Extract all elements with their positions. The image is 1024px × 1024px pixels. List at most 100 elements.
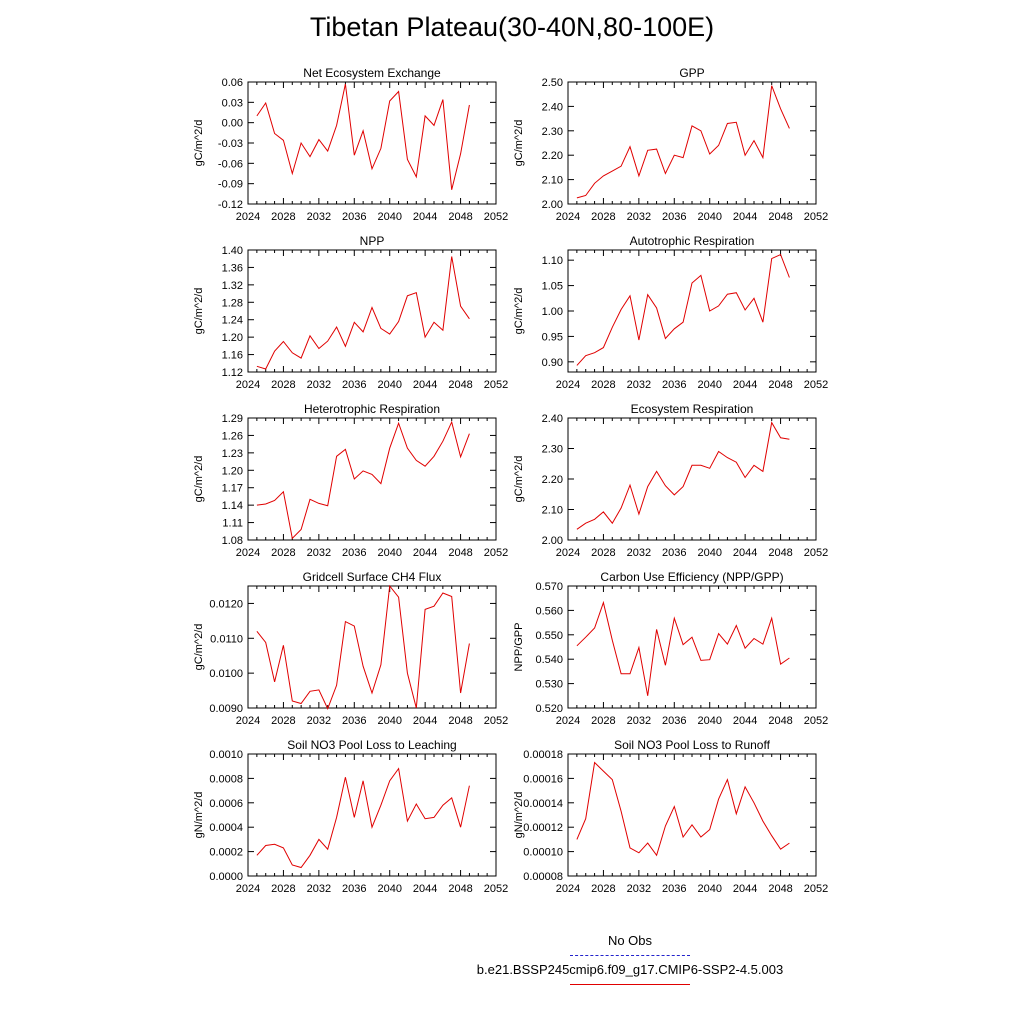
plot-frame — [247, 585, 497, 709]
x-tick-label: 2052 — [484, 547, 508, 559]
x-tick-label: 2032 — [627, 715, 651, 727]
x-tick-label: 2044 — [413, 883, 437, 895]
x-tick-label: 2036 — [342, 547, 366, 559]
chart-title: Net Ecosystem Exchange — [303, 66, 441, 80]
x-tick-label: 2040 — [697, 547, 721, 559]
y-tick-label: 2.10 — [542, 505, 563, 517]
x-tick-label: 2024 — [556, 883, 580, 895]
x-tick-label: 2052 — [804, 883, 828, 895]
x-tick-label: 2028 — [591, 883, 615, 895]
y-tick-label: -0.06 — [218, 158, 243, 170]
y-tick-label: 0.00018 — [523, 749, 563, 761]
y-tick-label: 1.11 — [222, 518, 243, 530]
y-tick-label: 2.30 — [542, 444, 563, 456]
y-tick-label: 0.520 — [535, 703, 563, 715]
x-tick-label: 2048 — [448, 547, 472, 559]
chart-panel: Heterotrophic Respiration 2024 2028 2032 203… — [193, 402, 508, 559]
x-tick-label: 2028 — [271, 547, 295, 559]
y-tick-label: 2.50 — [542, 77, 563, 89]
x-tick-label: 2024 — [556, 379, 580, 391]
y-tick-label: 2.20 — [542, 474, 563, 486]
y-tick-label: 1.10 — [542, 255, 563, 267]
x-tick-label: 2052 — [804, 211, 828, 223]
x-tick-label: 2044 — [733, 547, 757, 559]
y-tick-label: -0.03 — [218, 138, 243, 150]
chart-title: Soil NO3 Pool Loss to Leaching — [287, 738, 456, 752]
x-tick-label: 2032 — [307, 211, 331, 223]
x-tick-label: 2044 — [733, 883, 757, 895]
x-tick-label: 2024 — [556, 211, 580, 223]
x-tick-label: 2044 — [413, 379, 437, 391]
y-tick-label: 0.00014 — [523, 798, 563, 810]
x-tick-label: 2028 — [591, 379, 615, 391]
y-axis-label: gC/m^2/d — [193, 120, 205, 167]
y-tick-label: 1.12 — [222, 367, 243, 379]
x-tick-label: 2032 — [627, 379, 651, 391]
y-tick-label: 0.570 — [535, 581, 563, 593]
x-tick-label: 2036 — [342, 715, 366, 727]
chart-panel: Ecosystem Respiration 2024 2028 2032 2036 204… — [513, 402, 828, 559]
plot-frame — [247, 417, 497, 541]
chart-title: Ecosystem Respiration — [631, 402, 754, 416]
y-tick-label: 1.28 — [222, 297, 243, 309]
chart-title: Carbon Use Efficiency (NPP/GPP) — [600, 570, 783, 584]
plot-frame — [567, 81, 817, 205]
x-tick-label: 2040 — [377, 883, 401, 895]
x-tick-label: 2036 — [342, 883, 366, 895]
x-tick-label: 2032 — [307, 883, 331, 895]
x-tick-label: 2040 — [697, 379, 721, 391]
plot-frame — [567, 585, 817, 709]
y-tick-label: 1.08 — [222, 535, 243, 547]
x-tick-label: 2040 — [377, 379, 401, 391]
chart-panel: Soil NO3 Pool Loss to Runoff 2024 2028 2032… — [513, 738, 828, 895]
y-tick-label: 0.0004 — [209, 822, 243, 834]
y-axis-label: gC/m^2/d — [193, 288, 205, 335]
y-tick-label: 0.0000 — [209, 871, 243, 883]
series-line — [256, 256, 470, 370]
series-line — [576, 761, 790, 857]
x-tick-label: 2040 — [697, 715, 721, 727]
x-tick-label: 2052 — [484, 379, 508, 391]
y-tick-label: 0.540 — [535, 654, 563, 666]
chart-title: GPP — [679, 66, 704, 80]
y-tick-label: 0.03 — [222, 97, 243, 109]
x-tick-label: 2028 — [271, 883, 295, 895]
chart-panel: Gridcell Surface CH4 Flux 2024 2028 2032 203… — [193, 570, 508, 727]
y-tick-label: 0.00008 — [523, 871, 563, 883]
plot-frame — [247, 249, 497, 373]
chart-title: NPP — [360, 234, 385, 248]
x-tick-label: 2048 — [448, 883, 472, 895]
x-tick-label: 2028 — [591, 547, 615, 559]
x-tick-label: 2048 — [448, 379, 472, 391]
y-tick-label: 0.530 — [535, 679, 563, 691]
x-tick-label: 2028 — [271, 715, 295, 727]
chart-panel: NPP 2024 2028 2032 2036 2040 2044 2048 2052 1.12 1… — [193, 234, 508, 391]
x-tick-label: 2052 — [804, 547, 828, 559]
y-tick-label: 0.00016 — [523, 773, 563, 785]
y-tick-label: 0.0090 — [209, 703, 243, 715]
x-tick-label: 2036 — [662, 379, 686, 391]
y-axis-label: gN/m^2/d — [193, 792, 205, 839]
y-tick-label: 0.0008 — [209, 773, 243, 785]
legend-obs-swatch — [570, 955, 690, 956]
y-tick-label: 0.0010 — [209, 749, 243, 761]
y-tick-label: 0.560 — [535, 605, 563, 617]
x-tick-label: 2040 — [377, 211, 401, 223]
chart-title: Soil NO3 Pool Loss to Runoff — [614, 738, 771, 752]
legend-obs-label: No Obs — [607, 933, 653, 948]
y-axis-label: NPP/GPP — [513, 623, 525, 672]
x-tick-label: 2044 — [733, 211, 757, 223]
y-tick-label: 1.00 — [542, 306, 563, 318]
page-title: Tibetan Plateau(30-40N,80-100E) — [309, 12, 715, 42]
y-tick-label: 1.40 — [222, 245, 243, 257]
x-tick-label: 2032 — [307, 547, 331, 559]
chart-title: Heterotrophic Respiration — [304, 402, 440, 416]
x-tick-label: 2052 — [484, 715, 508, 727]
x-tick-label: 2024 — [236, 883, 260, 895]
y-tick-label: 0.00012 — [523, 822, 563, 834]
x-tick-label: 2036 — [662, 547, 686, 559]
x-tick-label: 2048 — [768, 379, 792, 391]
x-tick-label: 2048 — [768, 715, 792, 727]
y-tick-label: 0.0006 — [209, 798, 243, 810]
x-tick-label: 2032 — [307, 715, 331, 727]
